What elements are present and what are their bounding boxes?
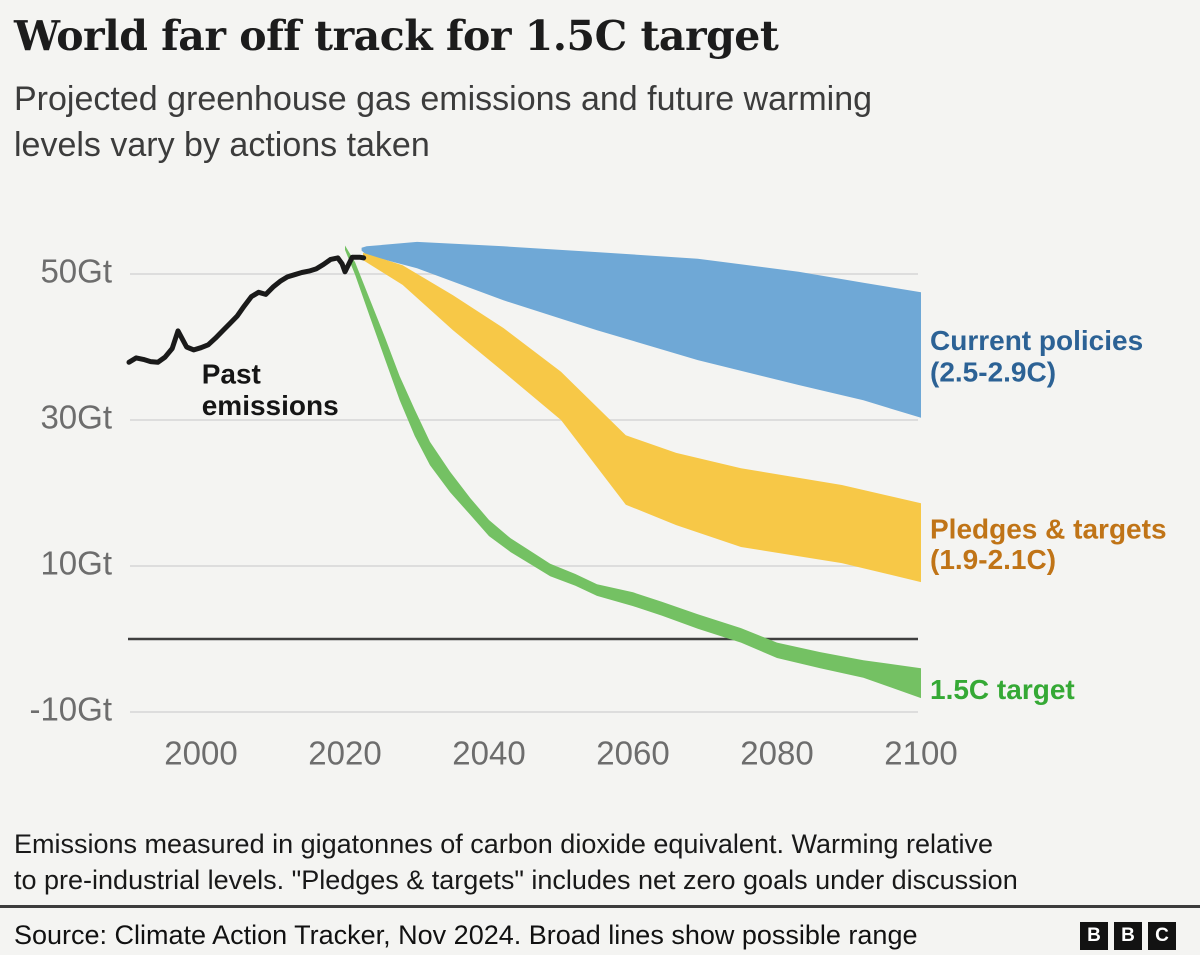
source-text: Source: Climate Action Tracker, Nov 2024… <box>14 920 918 950</box>
band-label-current-policies-line-1: Current policies <box>930 325 1143 356</box>
y-tick-30Gt: 30Gt <box>40 399 112 436</box>
x-tick-2080: 2080 <box>740 735 813 772</box>
band-current-policies <box>361 241 922 418</box>
x-tick-2060: 2060 <box>596 735 669 772</box>
x-tick-2100: 2100 <box>884 735 957 772</box>
footnote-line-1: Emissions measured in gigatonnes of carb… <box>14 829 994 859</box>
x-axis-labels: 2000 2020 2040 2060 2080 2100 <box>164 735 957 772</box>
bbc-logo: B B C <box>1080 921 1176 950</box>
svg-text:emissions: emissions <box>202 390 339 421</box>
x-tick-2020: 2020 <box>308 735 381 772</box>
y-axis-labels: 50Gt 30Gt 10Gt -10Gt <box>29 253 112 728</box>
svg-text:Past: Past <box>202 359 261 390</box>
band-label-pledges-targets-line-1: Pledges & targets <box>930 513 1167 544</box>
past-emissions-line <box>126 254 367 365</box>
page-subtitle: Projected greenhouse gas emissions and f… <box>14 76 1186 168</box>
page-subtitle-line-2: levels vary by actions taken <box>14 126 430 164</box>
bbc-logo-block-b1: B <box>1080 921 1108 950</box>
band-labels: Current policies(2.5-2.9C) Pledges & targ… <box>930 325 1167 705</box>
chart-area: 50Gt 30Gt 10Gt -10Gt 2000 2020 2040 2060 2080 210… <box>0 195 1200 795</box>
footnote: Emissions measured in gigatonnes of carb… <box>14 826 1186 898</box>
y-tick-50Gt: 50Gt <box>40 253 112 290</box>
band-pledges-targets <box>363 252 921 583</box>
bbc-logo-block-c: C <box>1148 921 1176 950</box>
x-tick-2040: 2040 <box>452 735 525 772</box>
footer-divider <box>0 905 1200 908</box>
x-tick-2000: 2000 <box>164 735 237 772</box>
emissions-chart: 50Gt 30Gt 10Gt -10Gt 2000 2020 2040 2060 2080 210… <box>29 241 1167 772</box>
bbc-logo-block-b2: B <box>1114 921 1142 950</box>
band-label-target-1-5c-line-1: 1.5C target <box>930 674 1075 705</box>
page-subtitle-line-1: Projected greenhouse gas emissions and f… <box>14 80 873 118</box>
band-label-current-policies-line-2: (2.5-2.9C) <box>930 356 1056 387</box>
band-label-pledges-targets-line-2: (1.9-2.1C) <box>930 544 1056 575</box>
footnote-line-2: to pre-industrial levels. "Pledges & tar… <box>14 865 1018 895</box>
y-tick--10Gt: -10Gt <box>29 691 112 728</box>
header: World far off track for 1.5C target Proj… <box>14 0 1186 168</box>
page-title: World far off track for 1.5C target <box>14 12 779 60</box>
source-bar: Source: Climate Action Tracker, Nov 2024… <box>14 916 1176 955</box>
y-tick-10Gt: 10Gt <box>40 545 112 582</box>
